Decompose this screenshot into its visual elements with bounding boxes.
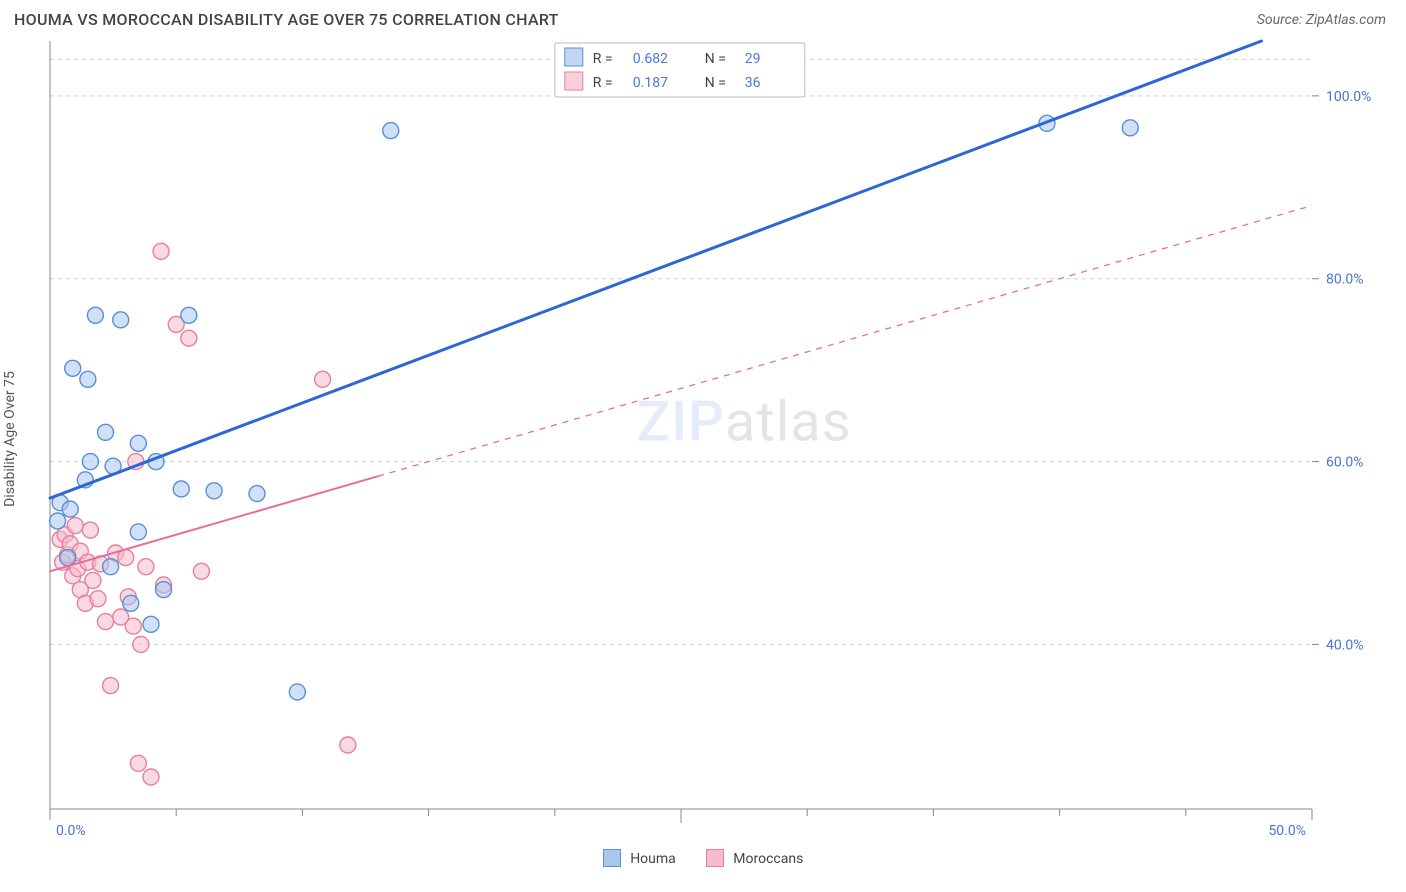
svg-text:80.0%: 80.0% [1326, 272, 1364, 288]
legend-label-moroccans: Moroccans [733, 851, 803, 867]
svg-text:R =: R = [593, 51, 613, 67]
source-attribution: Source: ZipAtlas.com [1257, 12, 1386, 28]
chart-title: HOUMA VS MOROCCAN DISABILITY AGE OVER 75… [14, 10, 559, 29]
svg-text:ZIPatlas: ZIPatlas [637, 388, 852, 454]
y-axis-label: Disability Age Over 75 [2, 371, 18, 507]
svg-text:0.0%: 0.0% [56, 823, 86, 839]
svg-text:36: 36 [745, 75, 761, 91]
svg-text:0.187: 0.187 [633, 75, 668, 91]
svg-text:50.0%: 50.0% [1268, 823, 1306, 839]
svg-text:0.682: 0.682 [633, 51, 668, 67]
bottom-legend: Houma Moroccans [0, 849, 1406, 867]
legend-label-houma: Houma [630, 851, 676, 867]
svg-text:N =: N = [705, 51, 726, 67]
svg-text:40.0%: 40.0% [1326, 637, 1364, 653]
scatter-plot: 0.0% 50.0% 40.0% 60.0% 80.0% 100.0% ZIPatlas R … [14, 35, 1392, 843]
legend-item-moroccans: Moroccans [706, 849, 804, 867]
svg-text:100.0%: 100.0% [1326, 89, 1371, 105]
legend-swatch-moroccans [706, 849, 724, 867]
svg-text:60.0%: 60.0% [1326, 455, 1364, 471]
legend-swatch-houma [603, 849, 621, 867]
legend-item-houma: Houma [603, 849, 676, 867]
svg-text:N =: N = [705, 75, 726, 91]
svg-text:R =: R = [593, 75, 613, 91]
svg-text:29: 29 [745, 51, 761, 67]
chart-area: Disability Age Over 75 0.0%50.0%40.0%60.… [14, 35, 1392, 843]
